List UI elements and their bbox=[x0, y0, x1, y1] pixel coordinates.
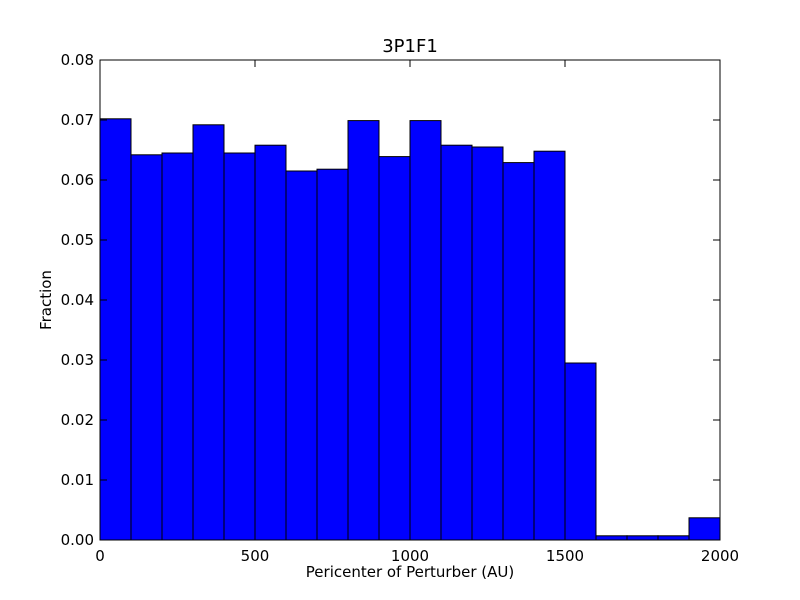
y-axis-title: Fraction bbox=[37, 270, 55, 330]
x-tick-label: 1000 bbox=[391, 547, 429, 565]
histogram-bar bbox=[316, 168, 349, 541]
chart-title: 3P1F1 bbox=[382, 36, 438, 57]
histogram-bar bbox=[347, 120, 380, 541]
y-tick-label: 0.00 bbox=[61, 531, 94, 549]
x-tick-label: 1500 bbox=[546, 547, 584, 565]
x-tick-label: 0 bbox=[95, 547, 105, 565]
bars-layer bbox=[99, 118, 721, 541]
histogram-bar bbox=[533, 150, 566, 541]
histogram-bar bbox=[130, 154, 163, 541]
histogram-bar bbox=[440, 144, 473, 541]
histogram-bar bbox=[378, 156, 411, 541]
histogram-bar bbox=[595, 535, 628, 541]
histogram-bar bbox=[688, 517, 721, 541]
y-tick-label: 0.04 bbox=[61, 291, 94, 309]
y-tick-label: 0.05 bbox=[61, 231, 94, 249]
histogram-bar bbox=[223, 152, 256, 541]
histogram-bar bbox=[161, 152, 194, 541]
x-tick-label: 500 bbox=[241, 547, 270, 565]
x-tick-label: 2000 bbox=[701, 547, 739, 565]
histogram-bar bbox=[564, 362, 597, 541]
histogram-bar bbox=[502, 162, 535, 541]
histogram-bar bbox=[285, 170, 318, 541]
y-tick-label: 0.06 bbox=[61, 171, 94, 189]
histogram-bar bbox=[471, 146, 504, 541]
histogram-bar bbox=[409, 120, 442, 541]
histogram-bar bbox=[254, 144, 287, 541]
y-tick-label: 0.02 bbox=[61, 411, 94, 429]
y-tick-label: 0.07 bbox=[61, 111, 94, 129]
y-tick-label: 0.08 bbox=[61, 51, 94, 69]
histogram-bar bbox=[626, 535, 659, 541]
histogram-bar bbox=[657, 535, 690, 541]
y-tick-label: 0.03 bbox=[61, 351, 94, 369]
y-tick-label: 0.01 bbox=[61, 471, 94, 489]
histogram-bar bbox=[99, 118, 132, 541]
histogram-bar bbox=[192, 124, 225, 541]
x-axis-title: Pericenter of Perturber (AU) bbox=[306, 563, 514, 581]
ticks-layer: 0 500 1000 1500 2000 0.00 0.01 0.02 0.03 0.04 0.05… bbox=[61, 51, 740, 565]
